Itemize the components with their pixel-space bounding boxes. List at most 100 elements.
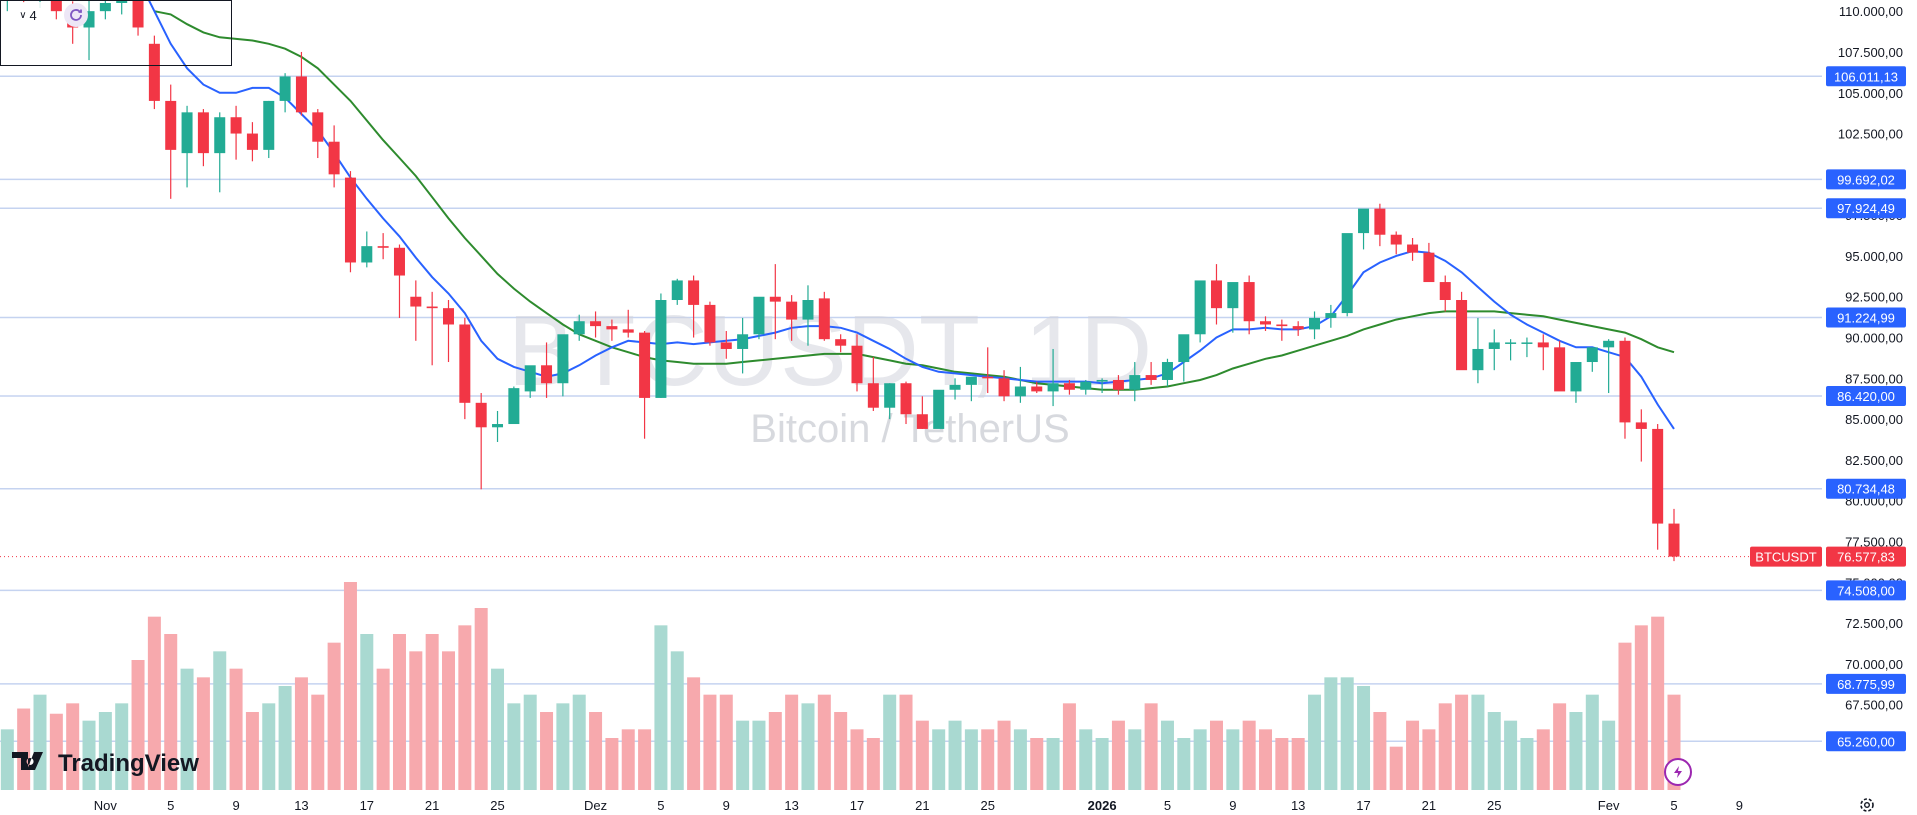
candle (1227, 282, 1239, 333)
candle-body (802, 300, 814, 320)
volume-bar (229, 668, 243, 790)
time-tick-label: 13 (1291, 798, 1305, 813)
volume-bar (1062, 703, 1076, 790)
volume-bar (1324, 677, 1338, 790)
volume-bar (17, 708, 31, 790)
volume-bar (654, 625, 668, 790)
tradingview-logo[interactable]: TradingView (12, 750, 199, 777)
candle (1178, 334, 1190, 382)
candle-body (99, 3, 111, 12)
candle-body (1194, 280, 1206, 335)
volume-bar (1389, 746, 1403, 790)
price-axis[interactable]: 110.000,00 107.500,00 105.000,00 102.500,00… (1838, 4, 1903, 713)
time-tick-label: 25 (1487, 798, 1501, 813)
candle-body (393, 247, 405, 276)
candle (1260, 316, 1271, 332)
volume-bar (33, 694, 47, 790)
volume-bar (376, 668, 390, 790)
candle (1325, 304, 1337, 328)
candle (312, 109, 324, 159)
candle-body (1521, 342, 1533, 344)
time-tick-label: 21 (1422, 798, 1436, 813)
candle-body (426, 306, 438, 309)
volume-bar (1144, 703, 1158, 790)
candle (1374, 203, 1386, 247)
volume-bar (1160, 720, 1174, 790)
candle (295, 51, 307, 116)
price-tick-label: 92.500,00 (1845, 290, 1903, 305)
candle (1129, 362, 1141, 402)
time-tick-label: Dez (584, 798, 607, 813)
volume-bar (1079, 729, 1093, 790)
volume-bar (245, 712, 259, 790)
volume-bar (850, 729, 864, 790)
candle (1145, 362, 1157, 385)
candle (802, 285, 814, 346)
candle-body (1603, 340, 1615, 348)
candle-body (933, 389, 945, 429)
candle-body (900, 383, 912, 415)
candle (916, 396, 928, 429)
candle-body (410, 296, 422, 307)
candle-body (1619, 340, 1631, 423)
candle (933, 389, 945, 429)
candle (720, 331, 732, 359)
candle (1423, 242, 1435, 283)
candle-body (475, 402, 487, 428)
volume-bar (1209, 720, 1223, 790)
candle-body (1309, 317, 1321, 330)
settings-gear-icon[interactable] (1858, 796, 1876, 814)
volume-bar (1095, 738, 1109, 790)
candle (1194, 280, 1206, 343)
candle (1080, 379, 1092, 395)
indicator-count-button[interactable]: ∨ 4 (10, 2, 46, 28)
flash-icon[interactable] (1664, 758, 1692, 786)
candle-body (246, 133, 258, 150)
candle (1554, 340, 1566, 392)
volume-bar (262, 703, 276, 790)
candle (688, 275, 700, 338)
volume-bar (1520, 738, 1534, 790)
time-axis[interactable]: 25 Nov 5 9 13 17 21 25 Dez 5 9 13 17 21 25 2026 5 9 13 17 21… (0, 798, 1743, 813)
horizontal-line-label: 97.924,49 (1837, 201, 1895, 216)
volume-bar (1128, 729, 1142, 790)
volume-bar (964, 729, 978, 790)
candle-body (1260, 321, 1271, 325)
horizontal-line-label-bg (1826, 385, 1906, 406)
horizontal-line-label-bg (1826, 673, 1906, 694)
candle-body (83, 11, 95, 28)
candle-body (753, 296, 765, 335)
candle (1276, 319, 1288, 341)
candle-body (916, 414, 928, 429)
volume-layer (0, 582, 1681, 790)
candle (1603, 339, 1615, 394)
candle (1243, 275, 1255, 335)
candle-body (1080, 381, 1092, 390)
candle-body (671, 280, 683, 301)
volume-bar (343, 582, 357, 790)
candle (524, 365, 536, 398)
volume-bar (1308, 694, 1322, 790)
candle (737, 317, 749, 374)
time-tick-label: 9 (1229, 798, 1236, 813)
watermark: BTCUSDT, 1D Bitcoin / TetherUS (508, 295, 1153, 451)
time-tick-label: 2026 (1088, 798, 1117, 813)
price-tick-label: 87.500,00 (1845, 371, 1903, 386)
candle-body (1554, 347, 1566, 392)
candle-body (1488, 342, 1500, 349)
candle-body (377, 246, 389, 248)
current-symbol-bg (1750, 546, 1822, 567)
candle (818, 291, 830, 341)
volume-bar (1618, 642, 1632, 790)
volume-bar (425, 634, 439, 790)
candle (1652, 424, 1664, 550)
refresh-icon[interactable] (64, 3, 88, 27)
candle-body (1047, 383, 1059, 392)
volume-bar (1553, 703, 1567, 790)
watermark-symbol: BTCUSDT, 1D (508, 295, 1153, 407)
candle (982, 347, 994, 394)
volume-bar (507, 703, 521, 790)
legend-box[interactable] (0, 0, 232, 66)
candle (1586, 347, 1598, 372)
